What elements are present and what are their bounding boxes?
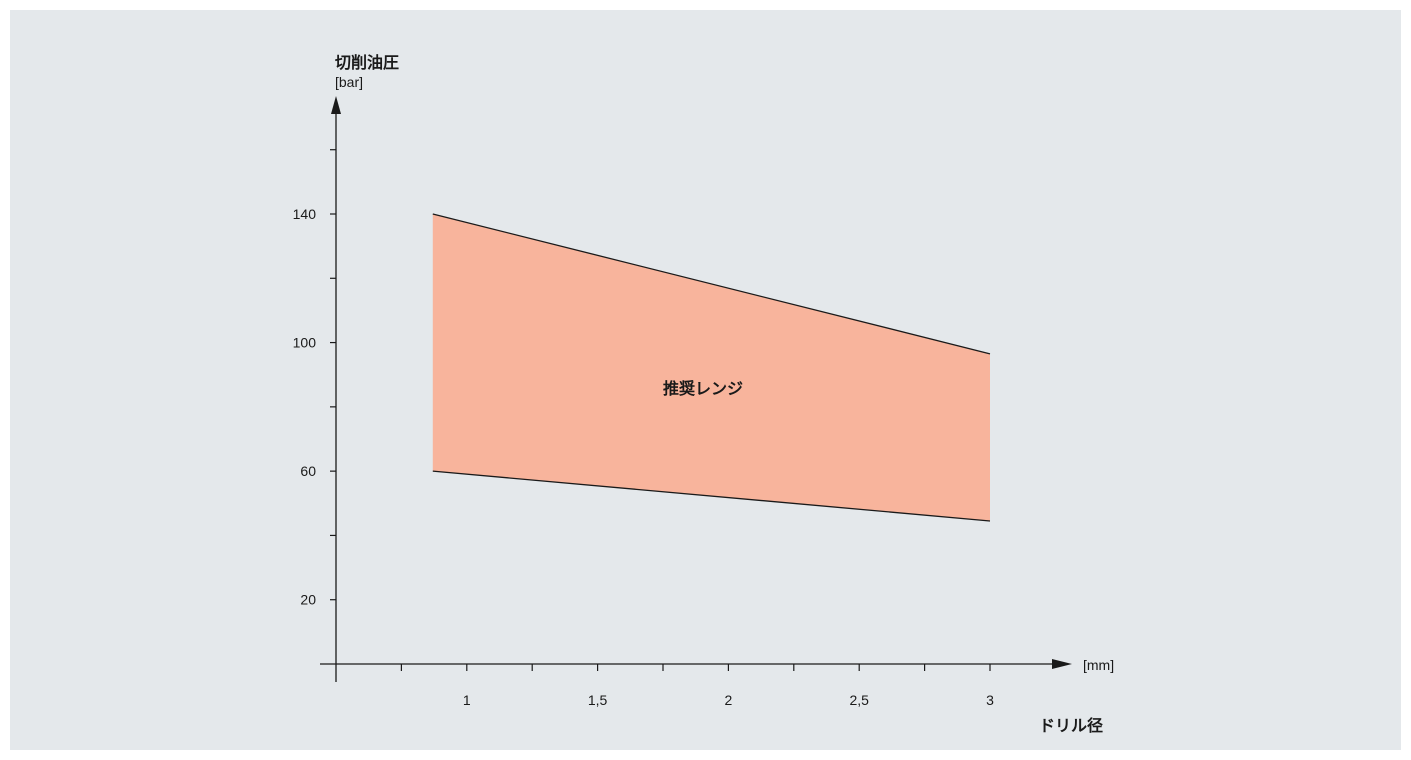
y-tick-label: 100	[293, 335, 317, 351]
y-tick-labels: 20 60 100 140	[293, 206, 317, 608]
x-tick-label: 2,5	[849, 692, 869, 708]
x-tick-label: 2	[725, 692, 733, 708]
range-upper-line	[432, 213, 991, 355]
x-axis-arrow-icon	[1052, 659, 1072, 669]
y-tick-label: 20	[300, 592, 316, 608]
range-lower-line	[432, 470, 991, 522]
x-axis-unit: [mm]	[1083, 657, 1114, 673]
y-ticks	[330, 149, 336, 601]
x-tick-labels: 1 1,5 2 2,5 3	[463, 692, 994, 708]
y-axis-unit: [bar]	[335, 74, 363, 90]
x-tick-label: 1,5	[588, 692, 608, 708]
recommended-range-label: 推奨レンジ	[663, 379, 743, 398]
y-axis-title: 切削油圧	[335, 53, 399, 72]
y-tick-label: 60	[300, 463, 316, 479]
x-tick-label: 3	[986, 692, 994, 708]
x-axis-title: ドリル径	[1039, 716, 1103, 735]
x-tick-label: 1	[463, 692, 471, 708]
recommended-range-area	[432, 214, 990, 521]
x-ticks	[400, 664, 991, 671]
y-tick-label: 140	[293, 206, 317, 222]
y-axis-arrow-icon	[331, 96, 341, 114]
